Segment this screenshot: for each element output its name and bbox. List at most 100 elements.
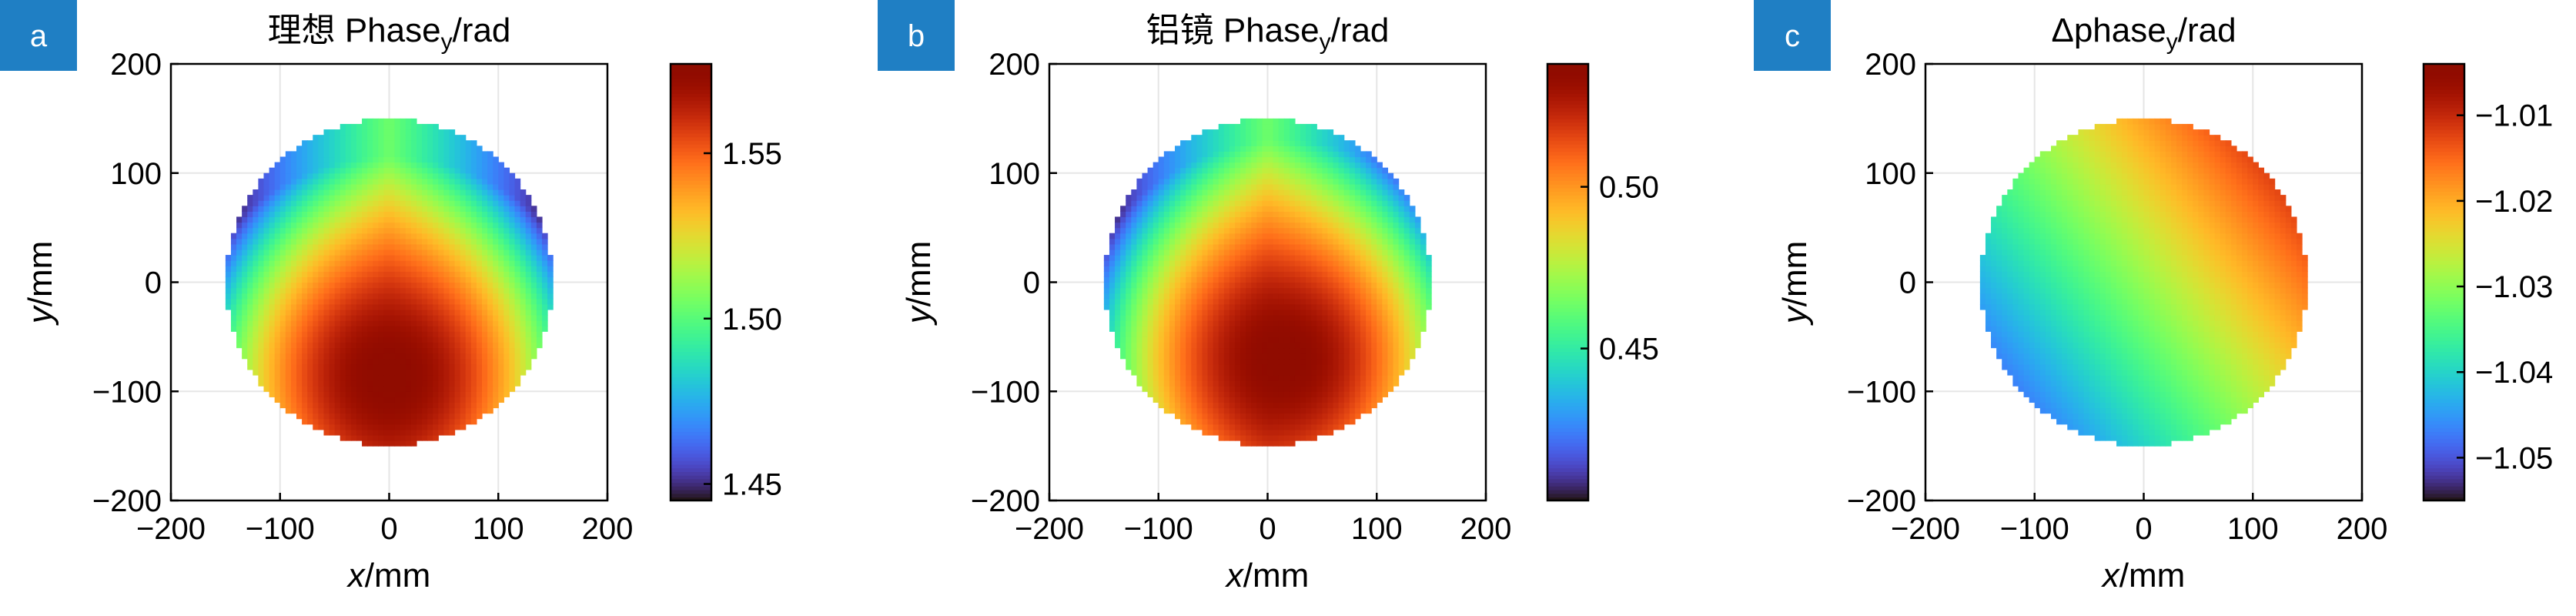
heatmap-cell bbox=[536, 222, 543, 229]
heatmap-cell bbox=[1142, 243, 1149, 250]
heatmap-cell bbox=[498, 200, 504, 206]
heatmap-cell bbox=[1158, 271, 1165, 278]
heatmap-cell bbox=[340, 243, 346, 250]
heatmap-cell bbox=[1306, 424, 1312, 430]
heatmap-cell bbox=[1223, 353, 1230, 360]
heatmap-cell bbox=[1158, 391, 1165, 397]
heatmap-cell bbox=[1300, 315, 1306, 321]
heatmap-cell bbox=[394, 342, 401, 349]
heatmap-cell bbox=[1180, 293, 1186, 300]
heatmap-cell bbox=[345, 211, 352, 218]
colorbar-segment bbox=[671, 187, 711, 192]
heatmap-cell bbox=[340, 429, 346, 436]
heatmap-cell bbox=[427, 216, 433, 223]
heatmap-cell bbox=[433, 222, 439, 229]
heatmap-cell bbox=[1163, 358, 1170, 365]
heatmap-cell bbox=[443, 298, 450, 305]
colorbar-segment bbox=[671, 387, 711, 393]
heatmap-cell bbox=[1234, 369, 1241, 376]
heatmap-cell bbox=[313, 303, 319, 310]
heatmap-cell bbox=[525, 216, 532, 223]
heatmap-cell bbox=[1169, 369, 1176, 376]
heatmap-cell bbox=[530, 211, 537, 218]
heatmap-cell bbox=[1251, 315, 1257, 321]
heatmap-cell bbox=[1246, 418, 1252, 425]
heatmap-cell bbox=[400, 397, 406, 403]
heatmap-cell bbox=[1196, 293, 1203, 300]
heatmap-cell bbox=[427, 156, 433, 163]
heatmap-cell bbox=[394, 369, 401, 376]
heatmap-cell bbox=[1147, 336, 1154, 343]
heatmap-cell bbox=[449, 315, 456, 321]
heatmap-cell bbox=[400, 266, 406, 272]
heatmap-cell bbox=[465, 156, 472, 163]
heatmap-cell bbox=[1420, 303, 1427, 310]
heatmap-cell bbox=[1196, 363, 1203, 370]
heatmap-cell bbox=[367, 374, 373, 381]
heatmap-cell bbox=[1343, 287, 1350, 294]
heatmap-cell bbox=[1153, 336, 1159, 343]
heatmap-cell bbox=[1180, 260, 1186, 266]
heatmap-cell bbox=[1158, 249, 1165, 256]
heatmap-cell bbox=[460, 266, 467, 272]
heatmap-cell bbox=[1267, 440, 1274, 447]
heatmap-cell bbox=[416, 402, 423, 409]
heatmap-cell bbox=[1213, 336, 1219, 343]
heatmap-cell bbox=[1393, 309, 1400, 316]
heatmap-cell bbox=[547, 260, 554, 266]
heatmap-cell bbox=[1278, 266, 1285, 272]
heatmap-cell bbox=[296, 320, 303, 326]
heatmap-cell bbox=[476, 255, 483, 261]
heatmap-cell bbox=[433, 227, 439, 234]
heatmap-cell bbox=[1294, 315, 1301, 321]
heatmap-cell bbox=[230, 320, 237, 326]
heatmap-cell bbox=[279, 200, 286, 206]
heatmap-cell bbox=[1377, 369, 1383, 376]
heatmap-cell bbox=[279, 402, 286, 409]
heatmap-cell bbox=[290, 151, 297, 158]
heatmap-cell bbox=[362, 298, 368, 305]
heatmap-cell bbox=[394, 167, 401, 174]
heatmap-cell bbox=[503, 391, 510, 397]
heatmap-cell bbox=[1354, 331, 1361, 337]
heatmap-cell bbox=[405, 380, 412, 387]
heatmap-cell bbox=[400, 123, 406, 130]
heatmap-cell bbox=[1278, 386, 1285, 392]
heatmap-cell bbox=[350, 151, 357, 158]
heatmap-cell bbox=[367, 135, 373, 141]
heatmap-cell bbox=[313, 380, 319, 387]
heatmap-cell bbox=[1213, 407, 1219, 414]
heatmap-cell bbox=[438, 167, 444, 174]
heatmap-cell bbox=[1360, 331, 1367, 337]
heatmap-cell bbox=[1327, 298, 1334, 305]
heatmap-cell bbox=[449, 407, 456, 414]
heatmap-cell bbox=[394, 413, 401, 420]
heatmap-cell bbox=[1213, 363, 1219, 370]
heatmap-cell bbox=[427, 353, 433, 360]
heatmap-cell bbox=[1426, 271, 1432, 278]
heatmap-cell bbox=[279, 249, 286, 256]
heatmap-cell bbox=[487, 206, 493, 212]
heatmap-cell bbox=[1229, 342, 1236, 349]
heatmap-cell bbox=[373, 418, 379, 425]
heatmap-cell bbox=[1349, 315, 1356, 321]
heatmap-cell bbox=[493, 206, 499, 212]
heatmap-cell bbox=[1322, 386, 1329, 392]
heatmap-cell bbox=[1153, 331, 1159, 337]
heatmap-cell bbox=[1333, 353, 1340, 360]
heatmap-cell bbox=[438, 227, 444, 234]
heatmap-cell bbox=[350, 418, 357, 425]
heatmap-cell bbox=[340, 222, 346, 229]
heatmap-cell bbox=[290, 271, 297, 278]
heatmap-cell bbox=[438, 293, 444, 300]
heatmap-cell bbox=[1207, 260, 1214, 266]
heatmap-cell bbox=[1403, 326, 1410, 332]
heatmap-cell bbox=[493, 391, 499, 397]
heatmap-cell bbox=[1338, 227, 1345, 234]
heatmap-cell bbox=[1278, 238, 1285, 245]
heatmap-cell bbox=[1251, 243, 1257, 250]
heatmap-cell bbox=[329, 369, 336, 376]
heatmap-cell bbox=[373, 151, 379, 158]
heatmap-cell bbox=[318, 249, 325, 256]
heatmap-cell bbox=[1403, 363, 1410, 370]
